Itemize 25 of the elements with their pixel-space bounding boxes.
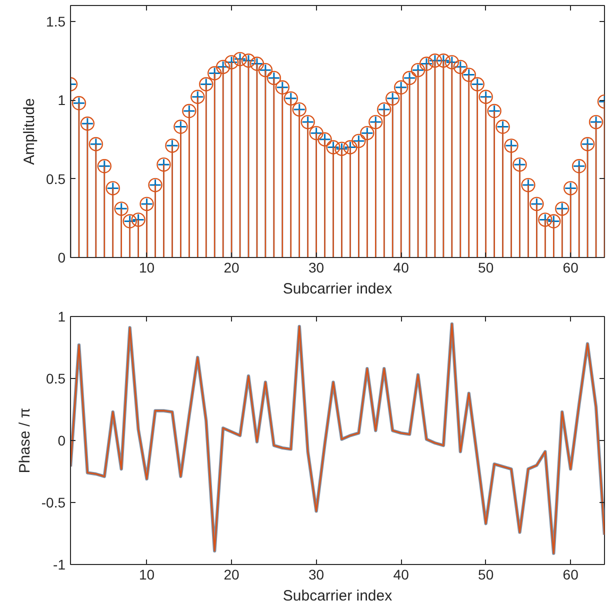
y-tick-label: 0.5	[46, 370, 66, 386]
y-tick-label: 0	[58, 432, 66, 448]
y-tick-label: 1.5	[46, 13, 66, 30]
x-tick-label: 20	[224, 260, 240, 276]
x-tick-label: 30	[308, 260, 324, 276]
y-tick-label: 1	[58, 308, 66, 324]
y-axis-title: Phase / π	[16, 408, 34, 474]
y-tick-label: 0	[58, 250, 66, 266]
x-tick-label: 30	[308, 566, 324, 582]
y-axis-title: Amplitude	[21, 98, 38, 165]
x-tick-label: 50	[478, 566, 494, 582]
y-tick-label: 1	[58, 92, 66, 108]
x-tick-label: 40	[393, 566, 410, 582]
x-tick-label: 10	[139, 566, 155, 582]
y-tick-label: -0.5	[41, 494, 66, 510]
x-tick-label: 50	[478, 260, 494, 276]
x-axis-title: Subcarrier index	[282, 588, 393, 604]
x-tick-label: 10	[139, 260, 155, 276]
x-tick-label: 20	[224, 566, 240, 582]
y-tick-label: 0.5	[46, 170, 66, 187]
x-tick-label: 40	[393, 260, 410, 276]
x-tick-label: 60	[562, 566, 579, 582]
x-tick-label: 60	[562, 260, 579, 276]
y-tick-label: -1	[53, 556, 66, 572]
x-axis-title: Subcarrier index	[282, 280, 393, 298]
